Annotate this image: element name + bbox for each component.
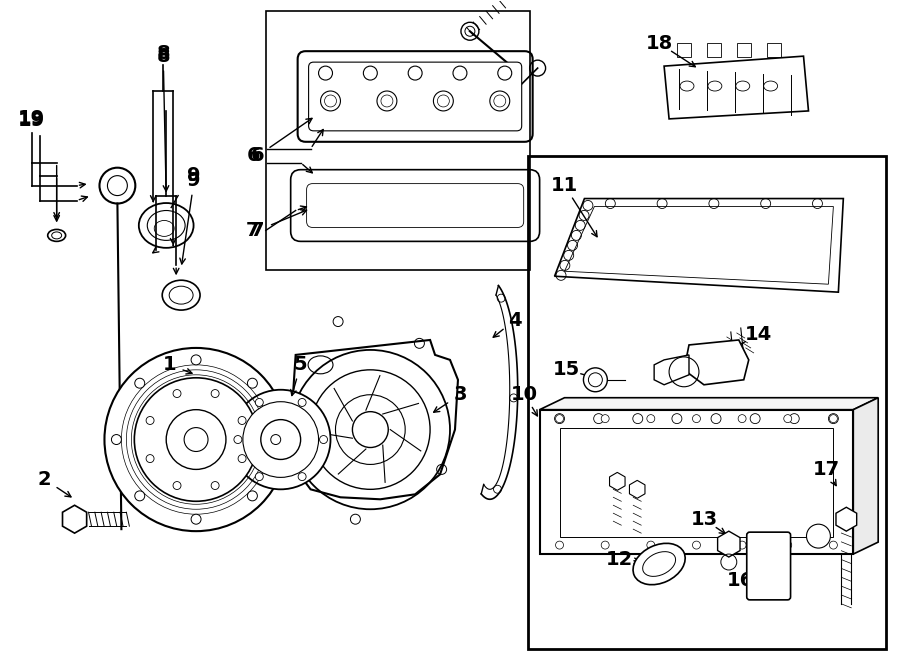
Circle shape [784, 541, 792, 549]
Text: 18: 18 [645, 34, 672, 53]
Circle shape [191, 514, 201, 524]
Circle shape [738, 414, 746, 422]
Circle shape [828, 414, 839, 424]
Circle shape [238, 455, 246, 463]
Polygon shape [291, 340, 458, 499]
Circle shape [261, 420, 301, 459]
FancyBboxPatch shape [291, 170, 540, 241]
Circle shape [789, 414, 799, 424]
Circle shape [212, 482, 219, 490]
Polygon shape [684, 340, 749, 385]
FancyBboxPatch shape [298, 51, 533, 142]
Circle shape [320, 436, 328, 444]
Circle shape [298, 399, 306, 407]
Polygon shape [654, 355, 689, 385]
Circle shape [806, 524, 831, 548]
Text: 7: 7 [246, 221, 259, 240]
Text: 9: 9 [187, 171, 201, 190]
Circle shape [248, 491, 257, 501]
Circle shape [784, 414, 792, 422]
Circle shape [134, 378, 257, 501]
Circle shape [135, 491, 145, 501]
Circle shape [601, 541, 609, 549]
Text: 4: 4 [508, 311, 521, 330]
Text: 11: 11 [551, 176, 578, 195]
Circle shape [271, 434, 281, 444]
Polygon shape [853, 398, 878, 554]
Circle shape [135, 378, 145, 388]
Circle shape [248, 378, 257, 388]
Text: 10: 10 [511, 385, 538, 405]
Circle shape [601, 414, 609, 422]
FancyBboxPatch shape [307, 184, 524, 227]
Circle shape [633, 414, 643, 424]
Text: 7: 7 [251, 221, 265, 240]
Circle shape [173, 482, 181, 490]
Circle shape [830, 414, 837, 422]
Circle shape [692, 541, 700, 549]
Text: 1: 1 [162, 356, 176, 374]
Polygon shape [554, 198, 843, 292]
Circle shape [256, 399, 264, 407]
Text: 16: 16 [727, 572, 754, 590]
Circle shape [554, 414, 564, 424]
Text: 5: 5 [293, 356, 308, 374]
Circle shape [555, 541, 563, 549]
Circle shape [672, 414, 682, 424]
Bar [737, 43, 751, 57]
Circle shape [173, 389, 181, 397]
Circle shape [555, 414, 563, 422]
Circle shape [146, 416, 154, 424]
Circle shape [738, 541, 746, 549]
Circle shape [711, 414, 721, 424]
Circle shape [234, 436, 242, 444]
Circle shape [146, 455, 154, 463]
Text: 8: 8 [157, 44, 170, 63]
Circle shape [231, 390, 330, 489]
Text: 8: 8 [157, 47, 170, 65]
Polygon shape [664, 56, 808, 119]
Text: 17: 17 [813, 460, 840, 479]
Text: 2: 2 [38, 470, 51, 489]
Circle shape [212, 389, 219, 397]
Bar [560, 428, 833, 537]
Circle shape [751, 414, 760, 424]
Circle shape [594, 414, 604, 424]
FancyBboxPatch shape [747, 532, 790, 600]
FancyBboxPatch shape [309, 62, 522, 131]
Circle shape [298, 473, 306, 481]
Text: 14: 14 [745, 325, 772, 344]
Circle shape [243, 402, 319, 477]
Circle shape [112, 434, 122, 444]
Circle shape [238, 416, 246, 424]
Circle shape [166, 410, 226, 469]
Polygon shape [540, 398, 878, 410]
Bar [266, 11, 530, 270]
Ellipse shape [633, 543, 685, 585]
Circle shape [647, 541, 655, 549]
Circle shape [256, 473, 264, 481]
Text: 3: 3 [454, 385, 467, 405]
Circle shape [191, 355, 201, 365]
Text: 19: 19 [18, 112, 45, 130]
Circle shape [104, 348, 288, 531]
Circle shape [692, 414, 700, 422]
Circle shape [184, 428, 208, 451]
Text: 13: 13 [690, 510, 717, 529]
Text: 15: 15 [553, 360, 580, 379]
Text: 19: 19 [18, 109, 45, 128]
Bar [767, 43, 780, 57]
Bar [527, 156, 886, 648]
Text: 6: 6 [247, 146, 261, 165]
Bar [706, 43, 721, 57]
Text: 9: 9 [187, 166, 201, 185]
Text: 6: 6 [251, 146, 265, 165]
Bar [677, 43, 691, 57]
Circle shape [647, 414, 655, 422]
Circle shape [583, 368, 608, 392]
Text: 12: 12 [606, 549, 633, 568]
Bar [540, 410, 853, 554]
Circle shape [830, 541, 837, 549]
